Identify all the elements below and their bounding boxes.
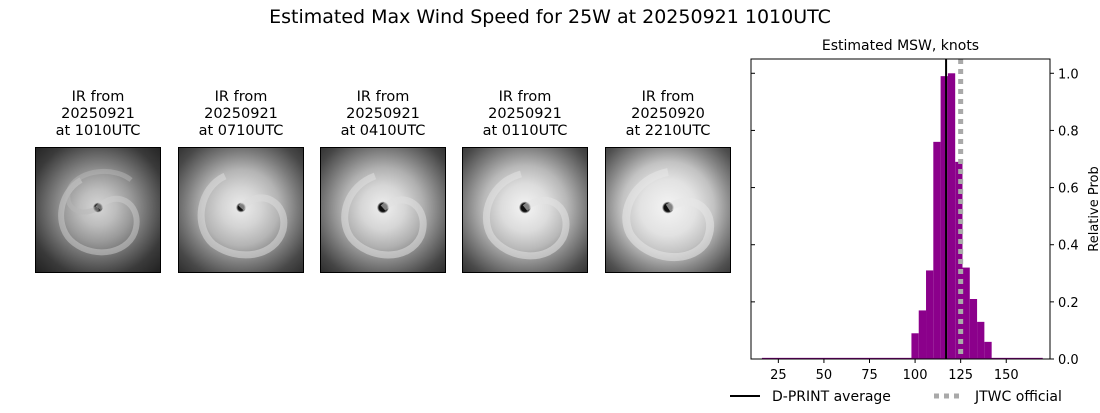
x-tick-label: 50	[816, 368, 833, 383]
histogram-bar	[984, 341, 992, 359]
ir-panel-title: IR from 20250921 at 0110UTC	[442, 89, 608, 140]
panel-title-time: at 0110UTC	[482, 123, 568, 139]
y-tick-label: 0.6	[1058, 182, 1079, 197]
legend-dprint-label: D-PRINT average	[772, 389, 891, 405]
y-tick-label: 0.4	[1058, 239, 1079, 254]
ir-spiral-bands	[341, 172, 427, 259]
panel-title-time: at 0710UTC	[198, 123, 284, 139]
chart-title: Estimated MSW, knots	[822, 38, 979, 54]
histogram-bar	[969, 299, 978, 359]
histogram-bar	[977, 321, 985, 359]
histogram-bar	[933, 141, 941, 359]
y-tick-label: 0.2	[1058, 296, 1079, 311]
panel-title-date: 20250921	[204, 106, 278, 122]
histogram-baseline	[761, 357, 1043, 359]
ir-spiral-bands	[58, 168, 140, 256]
ir-satellite-image	[462, 147, 588, 273]
panel-title-date: 20250921	[488, 106, 562, 122]
x-tick-label: 150	[994, 368, 1019, 383]
panel-title-date: 20250921	[61, 106, 135, 122]
panel-title-line: IR from	[214, 89, 268, 105]
panel-title-line: IR from	[71, 89, 125, 105]
histogram-bar	[926, 270, 934, 359]
msw-histogram-chart: Estimated MSW, knots 25 50 75 100 125 150 0.0 0.…	[730, 30, 1100, 409]
panel-title-time: at 1010UTC	[55, 123, 141, 139]
ir-satellite-image	[605, 147, 731, 273]
panel-title-date: 20250921	[346, 106, 420, 122]
ir-spiral-bands	[197, 172, 288, 259]
histogram-bar	[911, 333, 919, 359]
ir-panel-title: IR from 20250920 at 2210UTC	[585, 89, 751, 140]
ir-satellite-image	[35, 147, 161, 273]
ir-panel-title: IR from 20250921 at 0710UTC	[158, 89, 324, 140]
figure-title: Estimated Max Wind Speed for 25W at 2025…	[269, 6, 831, 28]
histogram-bar	[962, 267, 970, 359]
ir-satellite-image	[320, 147, 446, 273]
y-tick-label: 0.8	[1058, 124, 1079, 139]
histogram-bar	[940, 76, 948, 359]
ir-panel-title: IR from 20250921 at 1010UTC	[15, 89, 181, 140]
ir-satellite-image	[178, 147, 304, 273]
x-tick-label: 125	[948, 368, 973, 383]
y-tick-label: 0.0	[1058, 353, 1079, 368]
ir-spiral-bands	[622, 168, 715, 262]
panel-title-time: at 2210UTC	[625, 123, 711, 139]
x-tick-label: 100	[903, 368, 928, 383]
panel-title-line: IR from	[498, 89, 552, 105]
msw-histogram-svg: Estimated MSW, knots 25 50 75 100 125 150 0.0 0.…	[730, 38, 1100, 405]
x-tick-label: 25	[770, 368, 787, 383]
panel-title-date: 20250920	[631, 106, 705, 122]
panel-title-line: IR from	[356, 89, 410, 105]
ir-spiral-bands	[483, 170, 570, 260]
panel-title-time: at 0410UTC	[340, 123, 426, 139]
ir-panel-title: IR from 20250921 at 0410UTC	[300, 89, 466, 140]
histogram-bar	[947, 73, 956, 360]
y-tick-label: 1.0	[1058, 67, 1079, 82]
plot-frame	[750, 58, 1051, 360]
x-tick-label: 75	[861, 368, 878, 383]
y-axis-label: Relative Prob	[1087, 166, 1100, 251]
panel-title-line: IR from	[641, 89, 695, 105]
legend-jtwc-label: JTWC official	[974, 389, 1062, 405]
histogram-bar	[918, 310, 927, 359]
